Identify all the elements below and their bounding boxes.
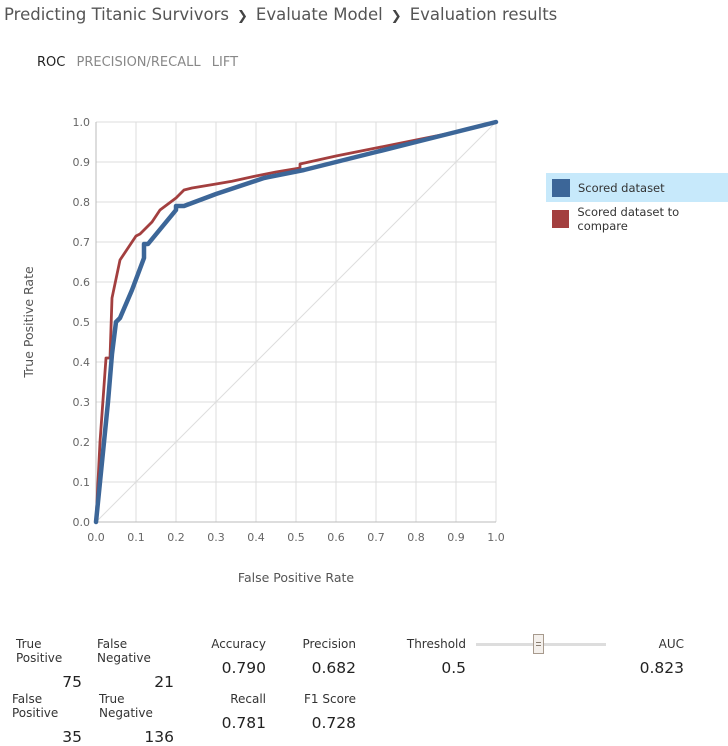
x-tick-label: 0.5	[287, 531, 305, 544]
metric-accuracy: Accuracy 0.790	[200, 637, 266, 677]
metric-value: 75	[62, 673, 82, 691]
metric-label: Recall	[230, 692, 266, 706]
metric-label: Precision	[302, 637, 356, 651]
breadcrumb-item-current: Evaluation results	[409, 5, 558, 24]
metric-label: F1 Score	[304, 692, 356, 706]
x-tick-label: 0.2	[167, 531, 185, 544]
y-tick-label: 0.7	[73, 236, 91, 249]
legend-label: Scored dataset to compare	[577, 204, 680, 233]
chevron-right-icon: ❯	[390, 9, 402, 24]
metric-true-negative: True Negative 136	[99, 692, 174, 746]
tab-precision-recall[interactable]: PRECISION/RECALL	[76, 55, 201, 70]
roc-chart: 0.0 0.1 0.2 0.3 0.4 0.5 0.6 0.7 0.8 0.9 1.0 0.0 0.1 0…	[21, 116, 505, 585]
x-tick-label: 0.3	[207, 531, 225, 544]
metric-false-negative: False Negative 21	[97, 637, 174, 691]
metric-label: False Negative	[97, 637, 151, 665]
metric-label: True Positive	[16, 637, 63, 665]
x-tick-label: 0.9	[447, 531, 465, 544]
metric-label: False Positive	[12, 692, 59, 720]
metric-value: 0.682	[311, 659, 356, 677]
y-tick-label: 0.9	[73, 156, 91, 169]
threshold-slider-handle[interactable]	[533, 634, 544, 654]
metric-value: 0.823	[639, 659, 684, 677]
metric-f1-score: F1 Score 0.728	[300, 692, 356, 732]
metric-value: 21	[154, 673, 174, 691]
y-tick-label: 0.5	[73, 316, 91, 329]
chart-legend: Scored dataset Scored dataset to compare	[546, 173, 728, 235]
x-tick-label: 0.1	[127, 531, 145, 544]
legend-label: Scored dataset	[578, 180, 665, 195]
series-line-scored-dataset[interactable]	[93, 119, 499, 525]
metric-threshold: Threshold 0.5	[400, 637, 466, 677]
x-tick-label: 1.0	[487, 531, 505, 544]
metric-value: 0.781	[221, 714, 266, 732]
metric-value: 0.790	[221, 659, 266, 677]
tab-lift[interactable]: LIFT	[211, 55, 239, 70]
y-tick-label: 0.6	[73, 276, 91, 289]
metric-label: Threshold	[406, 637, 466, 651]
series-color-swatch	[552, 178, 570, 197]
breadcrumb-item-experiment[interactable]: Predicting Titanic Survivors	[4, 5, 229, 24]
chart-series	[93, 119, 499, 525]
metric-label: True Negative	[99, 692, 153, 720]
metric-value: 0.728	[311, 714, 356, 732]
tab-roc[interactable]: ROC	[37, 55, 66, 70]
y-tick-label: 0.0	[73, 516, 91, 529]
x-tick-label: 0.8	[407, 531, 425, 544]
x-tick-label: 0.6	[327, 531, 345, 544]
legend-item-scored-dataset[interactable]: Scored dataset	[546, 173, 728, 202]
x-tick-label: 0.7	[367, 531, 385, 544]
y-axis-label: True Positive Rate	[21, 266, 36, 379]
metric-precision: Precision 0.682	[300, 637, 356, 677]
breadcrumb-item-module[interactable]: Evaluate Model	[255, 5, 383, 24]
breadcrumb: Predicting Titanic Survivors ❯ Evaluate Mo…	[4, 5, 557, 24]
diagonal-reference-line	[95, 121, 497, 523]
y-tick-label: 0.8	[73, 196, 91, 209]
y-tick-label: 1.0	[73, 116, 91, 129]
metric-true-positive: True Positive 75	[16, 637, 82, 691]
chart-tabs: ROC PRECISION/RECALL LIFT	[37, 55, 245, 70]
metric-recall: Recall 0.781	[200, 692, 266, 732]
x-tick-label: 0.0	[87, 531, 105, 544]
metric-label: AUC	[658, 637, 684, 651]
metric-value: 136	[144, 728, 174, 746]
metric-label: Accuracy	[211, 637, 266, 651]
y-tick-label: 0.3	[73, 396, 91, 409]
x-tick-label: 0.4	[247, 531, 265, 544]
x-axis-label: False Positive Rate	[238, 570, 354, 585]
chart-grid	[95, 121, 497, 523]
chevron-right-icon: ❯	[237, 9, 248, 24]
series-color-swatch	[552, 209, 570, 228]
metric-value: 0.5	[441, 659, 466, 677]
metric-false-positive: False Positive 35	[12, 692, 82, 746]
chart-ticks: 0.0 0.1 0.2 0.3 0.4 0.5 0.6 0.7 0.8 0.9 1.0 0.0 0.1 0…	[73, 116, 505, 544]
y-tick-label: 0.4	[73, 356, 91, 369]
metric-value: 35	[62, 728, 82, 746]
y-tick-label: 0.2	[73, 436, 91, 449]
metric-auc: AUC 0.823	[620, 637, 684, 677]
y-tick-label: 0.1	[73, 476, 91, 489]
legend-item-scored-dataset-compare[interactable]: Scored dataset to compare	[546, 204, 728, 233]
